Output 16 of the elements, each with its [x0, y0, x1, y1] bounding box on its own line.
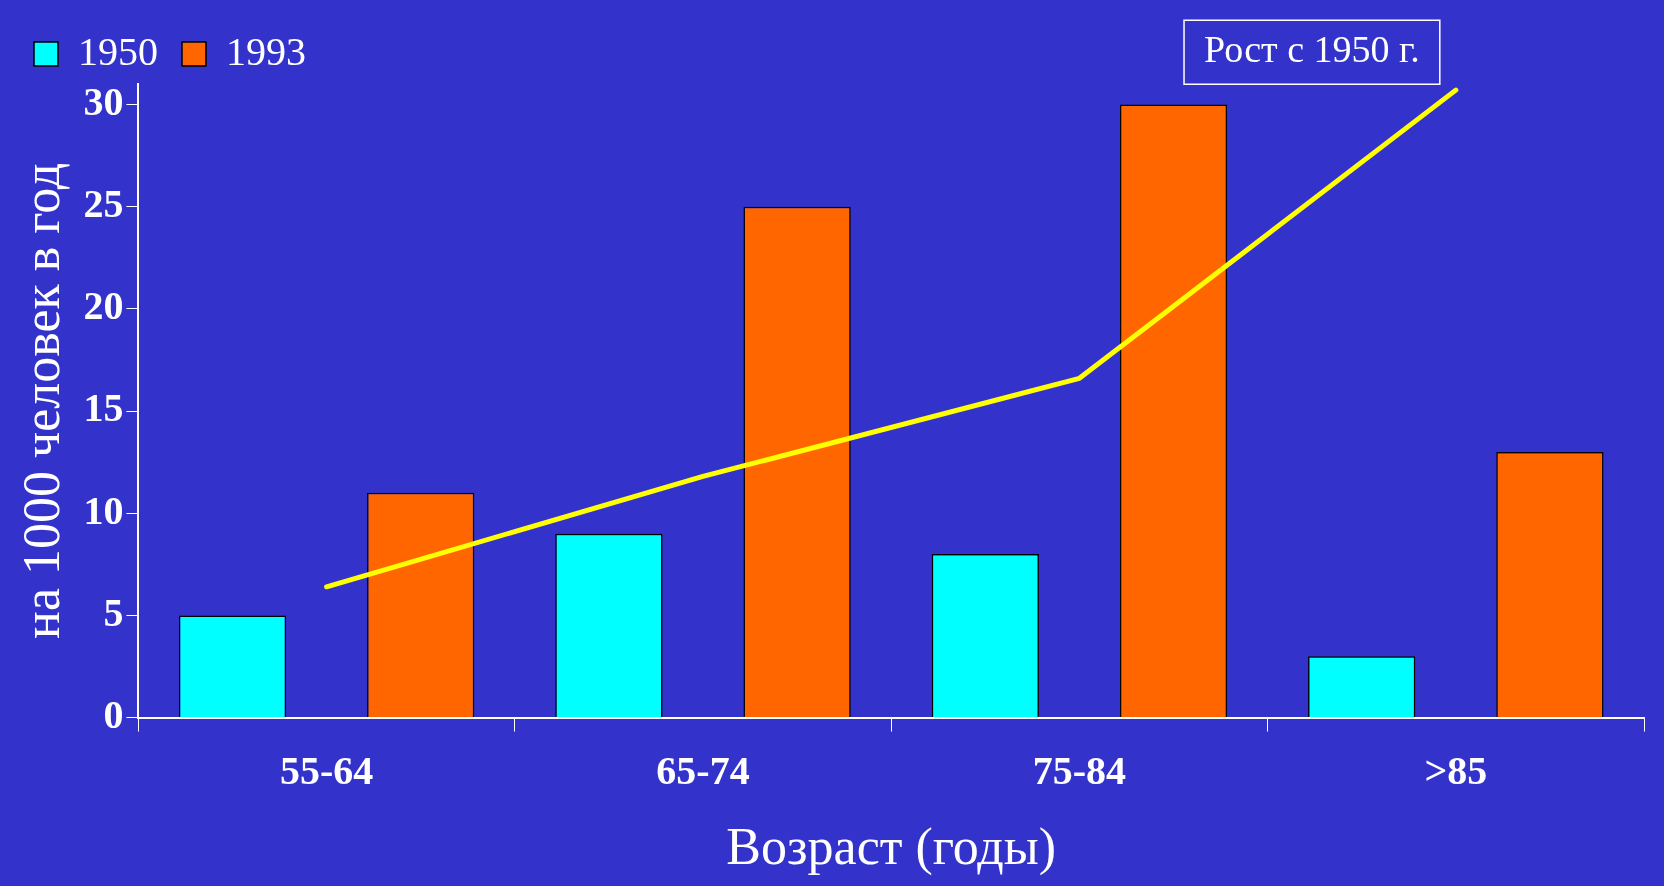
legend-label: 1993	[226, 28, 306, 74]
x-tick-label: >85	[1424, 747, 1488, 793]
y-tick-label: 20	[83, 283, 124, 329]
y-tick-label: 0	[103, 691, 124, 737]
x-tick-label: 65-74	[656, 747, 750, 793]
y-tick-label: 30	[83, 78, 124, 124]
y-tick-label: 10	[83, 487, 124, 533]
x-tick-label: 75-84	[1032, 747, 1127, 793]
x-axis-title: Возраст (годы)	[726, 818, 1057, 877]
legend-label: 1950	[78, 28, 158, 74]
y-tick-label: 15	[83, 385, 124, 431]
y-tick-label: 25	[83, 180, 124, 226]
series-label: Рост с 1950 г.	[1204, 28, 1420, 71]
y-tick-label: 5	[103, 589, 124, 635]
y-axis-title: на 1000 человек в год	[12, 162, 70, 639]
x-tick-label: 55-64	[279, 747, 374, 793]
